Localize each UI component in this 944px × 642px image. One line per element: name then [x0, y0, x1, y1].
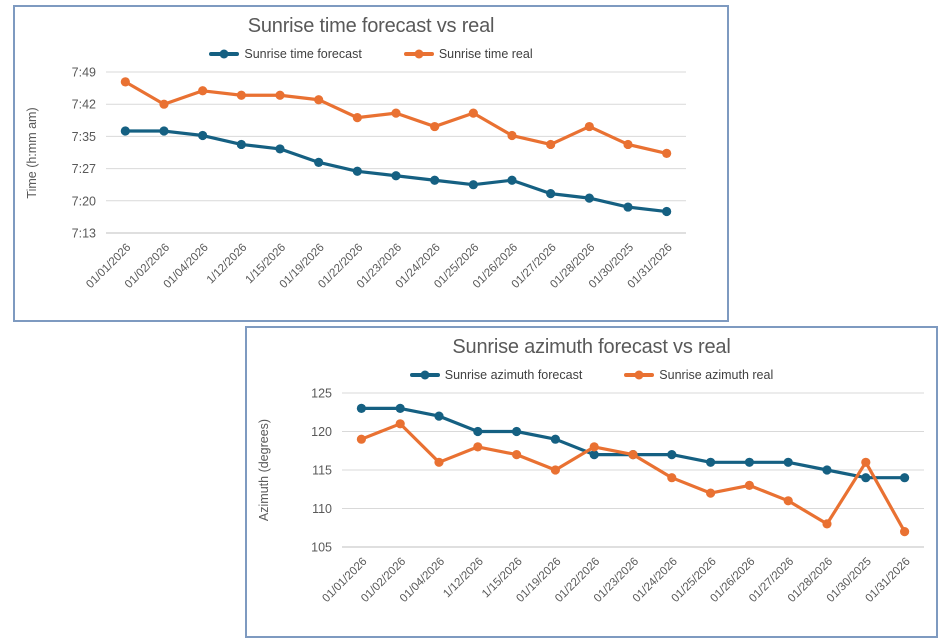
data-point-marker [314, 95, 324, 105]
data-point-marker [391, 108, 401, 118]
data-point-marker [434, 411, 444, 421]
y-tick-label: 105 [311, 541, 332, 555]
data-point-marker [662, 206, 672, 217]
legend-series-swatch-icon [403, 52, 434, 56]
legend-item: Sunrise time forecast [209, 47, 362, 61]
data-point-marker [744, 457, 754, 467]
legend: Sunrise time forecast Sunrise time real [15, 47, 727, 61]
data-point-marker [546, 139, 556, 150]
y-tick-label: 110 [312, 502, 332, 516]
data-point-marker [159, 126, 169, 136]
data-point-marker [706, 457, 716, 467]
data-point-marker [512, 426, 522, 437]
data-point-marker [667, 450, 677, 460]
data-point-marker [430, 121, 440, 132]
data-point-marker [356, 403, 366, 413]
data-point-marker [430, 175, 440, 185]
data-point-marker [628, 450, 638, 460]
data-point-marker [667, 473, 677, 483]
chart-sunrise-azimuth[interactable]: Sunrise azimuth forecast vs real Sunrise… [245, 326, 938, 638]
data-point-marker [512, 450, 522, 460]
data-point-marker [391, 171, 401, 181]
data-point-marker [783, 457, 793, 467]
data-point-marker [198, 86, 208, 96]
data-point-marker [584, 193, 594, 203]
data-point-marker [434, 457, 444, 467]
data-point-marker [507, 130, 517, 141]
data-point-marker [822, 519, 832, 529]
series-line [359, 406, 907, 480]
data-point-marker [120, 77, 130, 87]
data-point-marker [546, 189, 556, 199]
data-point-marker [352, 113, 362, 123]
legend-item: Sunrise time real [403, 47, 533, 61]
y-tick-label: 7:20 [72, 194, 96, 208]
data-point-marker [473, 426, 483, 437]
data-point-marker [550, 465, 560, 475]
data-point-marker [861, 473, 871, 483]
data-point-marker [468, 108, 478, 118]
data-point-marker [236, 90, 246, 100]
chart-title: Sunrise time forecast vs real [247, 15, 495, 37]
data-point-marker [198, 130, 208, 141]
data-point-marker [706, 488, 716, 498]
legend: Sunrise azimuth forecast Sunrise azimuth … [247, 368, 936, 382]
data-point-marker [120, 126, 130, 136]
data-point-marker [744, 480, 754, 490]
legend-label: Sunrise azimuth real [659, 368, 774, 382]
data-point-marker [395, 403, 405, 413]
data-point-marker [314, 157, 324, 167]
data-point-marker [900, 473, 910, 483]
y-axis-title: Azimuth (degrees) [257, 419, 271, 521]
data-point-marker [822, 465, 832, 475]
y-tick-label: 115 [312, 464, 332, 478]
data-point-marker [623, 202, 633, 212]
data-point-marker [275, 90, 285, 100]
data-point-marker [275, 144, 285, 154]
chart-title: Sunrise azimuth forecast vs real [452, 336, 731, 358]
legend-item: Sunrise azimuth forecast [409, 368, 583, 382]
data-point-marker [589, 450, 599, 460]
data-point-marker [395, 419, 405, 429]
y-tick-label: 125 [311, 387, 332, 401]
legend-label: Sunrise azimuth forecast [444, 368, 583, 382]
x-tick-label: 1/12/2026 [441, 556, 486, 601]
plot-area: 12512011511010501/01/202601/02/202601/04… [257, 387, 924, 605]
y-axis-title: Time (h:mm am) [25, 107, 39, 198]
legend-series-swatch-icon [624, 373, 655, 377]
data-point-marker [662, 148, 672, 158]
chart-sunrise-time[interactable]: Sunrise time forecast vs real Sunrise ti… [13, 5, 729, 322]
legend-series-swatch-icon [409, 373, 440, 377]
y-tick-label: 7:35 [72, 130, 96, 144]
data-point-marker [900, 527, 910, 537]
y-tick-label: 7:49 [72, 66, 96, 80]
data-point-marker [861, 457, 871, 467]
data-point-marker [623, 139, 633, 150]
legend-label: Sunrise time real [438, 47, 533, 61]
y-tick-label: 7:27 [72, 162, 96, 176]
y-tick-label: 120 [311, 425, 332, 439]
data-point-marker [356, 434, 366, 444]
data-point-marker [507, 175, 517, 185]
data-point-marker [584, 121, 594, 132]
x-tick-label: 1/12/2026 [205, 242, 250, 287]
data-point-marker [352, 166, 362, 176]
data-point-marker [473, 442, 483, 452]
data-point-marker [550, 434, 560, 444]
legend-series-swatch-icon [209, 52, 240, 56]
series-line [359, 422, 907, 534]
data-point-marker [783, 496, 793, 506]
data-point-marker [589, 442, 599, 452]
y-tick-label: 7:13 [72, 227, 96, 241]
legend-item: Sunrise azimuth real [624, 368, 773, 382]
y-tick-label: 7:42 [72, 98, 96, 112]
plot-area: 7:497:427:357:277:207:1301/01/202601/02/… [25, 66, 686, 291]
data-point-marker [468, 180, 478, 190]
data-point-marker [159, 99, 169, 109]
legend-label: Sunrise time forecast [244, 47, 362, 61]
data-point-marker [236, 139, 246, 150]
